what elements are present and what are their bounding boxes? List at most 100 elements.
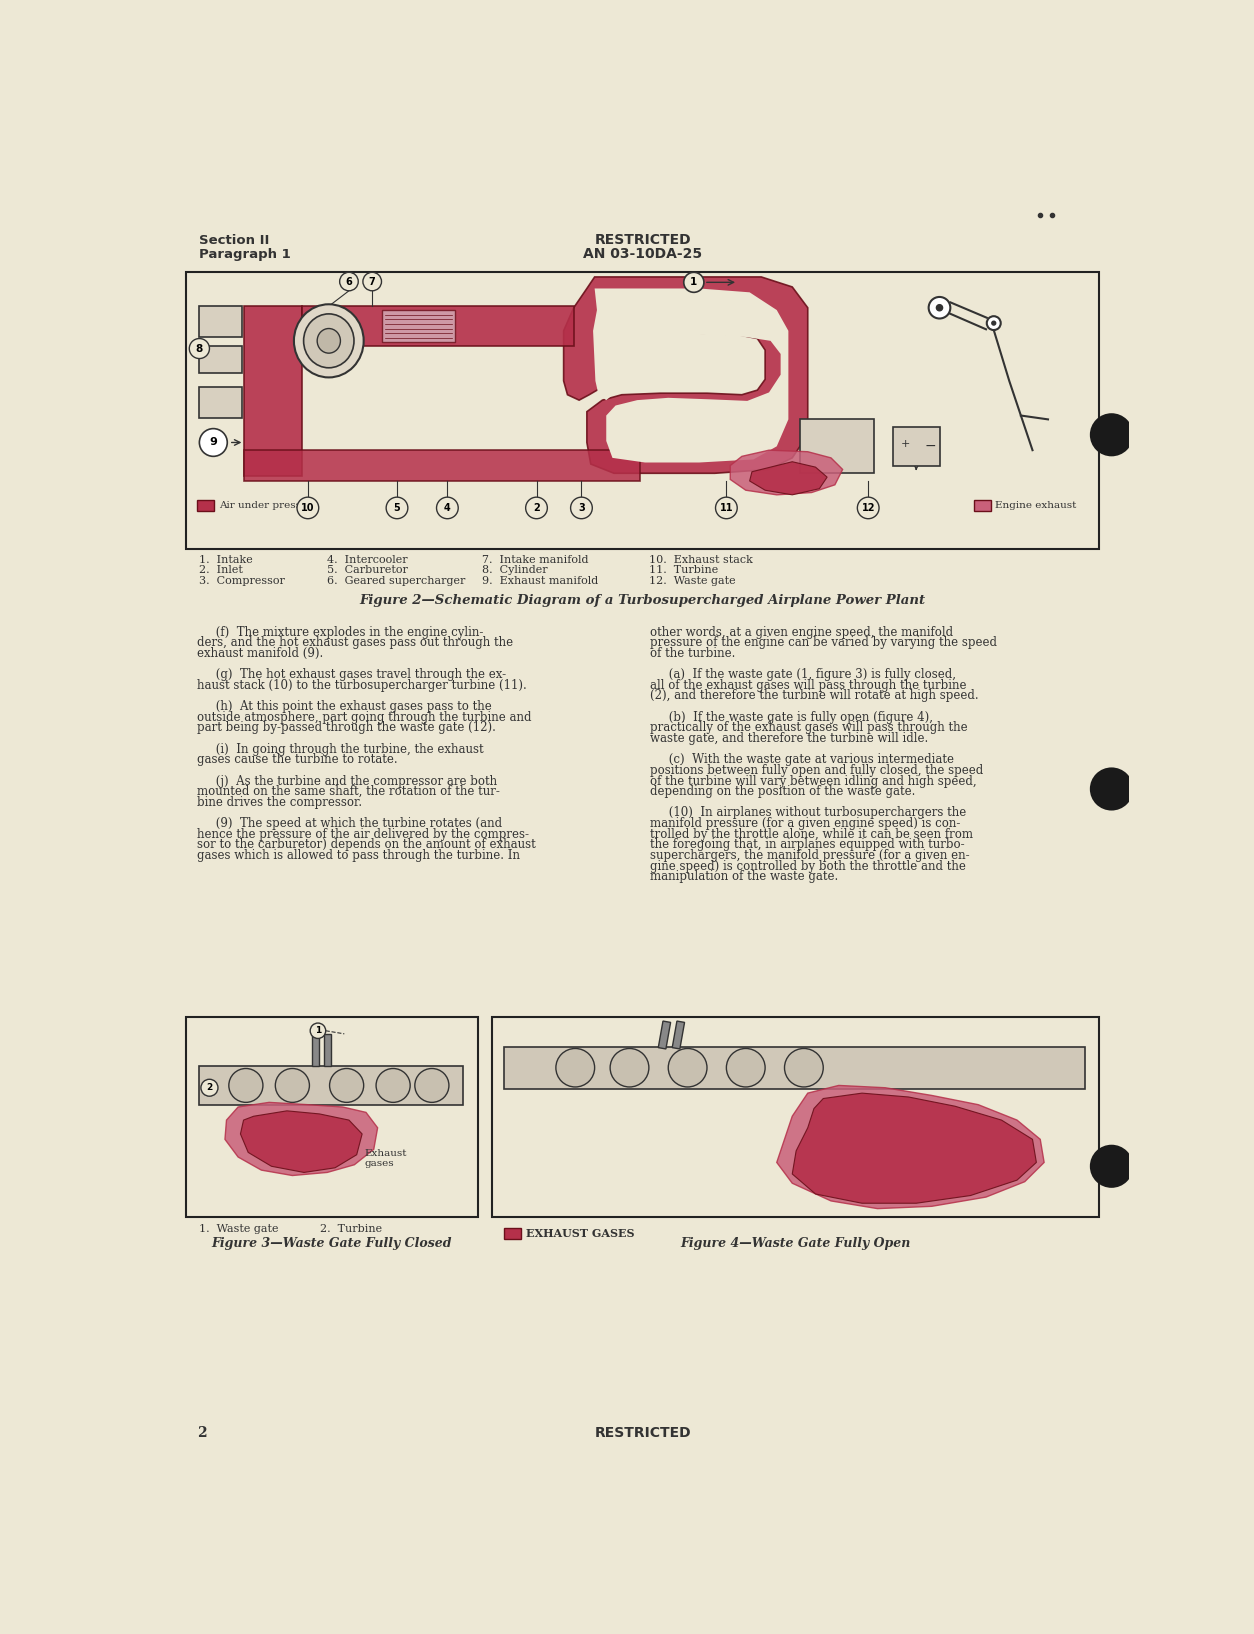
FancyBboxPatch shape: [658, 1021, 671, 1049]
Bar: [800, 420, 874, 474]
Circle shape: [228, 1069, 263, 1103]
Bar: [199, 387, 242, 418]
Text: (c)  With the waste gate at various intermediate: (c) With the waste gate at various inter…: [651, 753, 954, 766]
Text: waste gate, and therefore the turbine will idle.: waste gate, and therefore the turbine wi…: [651, 732, 929, 745]
Text: 9.  Exhaust manifold: 9. Exhaust manifold: [483, 577, 598, 587]
Ellipse shape: [293, 304, 364, 377]
Bar: [974, 500, 992, 511]
Text: gine speed) is controlled by both the throttle and the: gine speed) is controlled by both the th…: [651, 859, 967, 873]
Text: pressure of the engine can be varied by varying the speed: pressure of the engine can be varied by …: [651, 636, 997, 649]
Text: −: −: [924, 440, 935, 453]
Text: 1: 1: [690, 278, 697, 288]
Text: Figure 4—Waste Gate Fully Open: Figure 4—Waste Gate Fully Open: [680, 1237, 910, 1250]
Text: manipulation of the waste gate.: manipulation of the waste gate.: [651, 871, 839, 882]
Text: (h)  At this point the exhaust gases pass to the: (h) At this point the exhaust gases pass…: [197, 699, 492, 712]
Text: (b)  If the waste gate is fully open (figure 4),: (b) If the waste gate is fully open (fig…: [651, 711, 933, 724]
Circle shape: [376, 1069, 410, 1103]
Circle shape: [340, 273, 359, 291]
Text: 3: 3: [578, 503, 584, 513]
Text: 8: 8: [196, 343, 203, 353]
Ellipse shape: [987, 317, 1001, 330]
Circle shape: [1090, 413, 1134, 456]
Text: manifold pressure (for a given engine speed) is con-: manifold pressure (for a given engine sp…: [651, 817, 961, 830]
Text: mounted on the same shaft, the rotation of the tur-: mounted on the same shaft, the rotation …: [197, 784, 500, 797]
Text: part being by-passed through the waste gate (12).: part being by-passed through the waste g…: [197, 721, 495, 734]
Bar: [199, 1065, 463, 1105]
Circle shape: [276, 1069, 310, 1103]
Text: EXHAUST GASES: EXHAUST GASES: [525, 1227, 635, 1239]
Text: ders, and the hot exhaust gases pass out through the: ders, and the hot exhaust gases pass out…: [197, 636, 513, 649]
Bar: [197, 500, 214, 511]
Circle shape: [386, 497, 408, 518]
Circle shape: [189, 338, 209, 358]
Circle shape: [556, 1049, 594, 1087]
Bar: [504, 1227, 520, 1239]
Text: of the turbine.: of the turbine.: [651, 647, 736, 660]
Text: 2: 2: [533, 503, 540, 513]
Text: 4.  Intercooler: 4. Intercooler: [327, 554, 408, 565]
Text: 10.  Exhaust stack: 10. Exhaust stack: [648, 554, 752, 565]
Bar: [245, 306, 302, 475]
Text: 12: 12: [861, 503, 875, 513]
Polygon shape: [593, 289, 789, 462]
Text: Section II: Section II: [199, 234, 270, 247]
Circle shape: [785, 1049, 823, 1087]
Text: sor to the carburetor) depends on the amount of exhaust: sor to the carburetor) depends on the am…: [197, 838, 535, 851]
Text: 4: 4: [444, 503, 450, 513]
Text: 2: 2: [197, 1426, 207, 1440]
FancyBboxPatch shape: [672, 1021, 685, 1049]
Text: Engine exhaust: Engine exhaust: [996, 502, 1077, 510]
Text: the foregoing that, in airplanes equipped with turbo-: the foregoing that, in airplanes equippe…: [651, 838, 966, 851]
Text: gases cause the turbine to rotate.: gases cause the turbine to rotate.: [197, 753, 398, 766]
Circle shape: [683, 273, 703, 292]
Text: Figure 2—Schematic Diagram of a Turbosupercharged Airplane Power Plant: Figure 2—Schematic Diagram of a Turbosup…: [360, 595, 925, 608]
Circle shape: [310, 1023, 326, 1039]
Text: 8.  Cylinder: 8. Cylinder: [483, 565, 548, 575]
Polygon shape: [776, 1085, 1045, 1209]
Text: depending on the position of the waste gate.: depending on the position of the waste g…: [651, 784, 915, 797]
Circle shape: [716, 497, 737, 518]
Text: (g)  The hot exhaust gases travel through the ex-: (g) The hot exhaust gases travel through…: [197, 668, 507, 681]
Bar: [245, 451, 640, 480]
Text: 1.  Intake: 1. Intake: [199, 554, 253, 565]
Text: 11.  Turbine: 11. Turbine: [648, 565, 719, 575]
Bar: [302, 306, 573, 346]
Text: exhaust manifold (9).: exhaust manifold (9).: [197, 647, 324, 660]
Ellipse shape: [303, 314, 354, 368]
Text: +: +: [900, 440, 910, 449]
Bar: [199, 306, 242, 337]
Text: bine drives the compressor.: bine drives the compressor.: [197, 796, 362, 809]
Bar: [504, 1047, 1085, 1090]
Bar: [893, 426, 939, 466]
Text: AN 03-10DA-25: AN 03-10DA-25: [583, 247, 702, 261]
Circle shape: [297, 497, 319, 518]
Text: 11: 11: [720, 503, 734, 513]
Text: 7.  Intake manifold: 7. Intake manifold: [483, 554, 588, 565]
Circle shape: [199, 428, 227, 456]
Text: 9: 9: [209, 438, 217, 448]
Circle shape: [668, 1049, 707, 1087]
Ellipse shape: [929, 297, 951, 319]
Text: practically of the exhaust gases will pass through the: practically of the exhaust gases will pa…: [651, 721, 968, 734]
Text: (2), and therefore the turbine will rotate at high speed.: (2), and therefore the turbine will rota…: [651, 690, 979, 703]
Text: RESTRICTED: RESTRICTED: [594, 1426, 691, 1440]
Ellipse shape: [992, 322, 996, 325]
Circle shape: [611, 1049, 648, 1087]
Text: (a)  If the waste gate (1, figure 3) is fully closed,: (a) If the waste gate (1, figure 3) is f…: [651, 668, 957, 681]
Ellipse shape: [317, 328, 340, 353]
Text: 7: 7: [369, 276, 376, 286]
Polygon shape: [793, 1093, 1036, 1203]
Text: 2.  Turbine: 2. Turbine: [320, 1224, 381, 1234]
Text: RESTRICTED: RESTRICTED: [594, 232, 691, 247]
Circle shape: [201, 1080, 218, 1096]
Text: 2: 2: [207, 1083, 213, 1092]
Text: 12.  Waste gate: 12. Waste gate: [648, 577, 736, 587]
Polygon shape: [730, 451, 843, 495]
Circle shape: [362, 273, 381, 291]
Text: haust stack (10) to the turbosupercharger turbine (11).: haust stack (10) to the turbosupercharge…: [197, 678, 527, 691]
Text: 5: 5: [394, 503, 400, 513]
Text: outside atmosphere, part going through the turbine and: outside atmosphere, part going through t…: [197, 711, 532, 724]
Text: Exhaust
gases: Exhaust gases: [365, 1149, 408, 1168]
Text: superchargers, the manifold pressure (for a given en-: superchargers, the manifold pressure (fo…: [651, 850, 971, 861]
Circle shape: [571, 497, 592, 518]
